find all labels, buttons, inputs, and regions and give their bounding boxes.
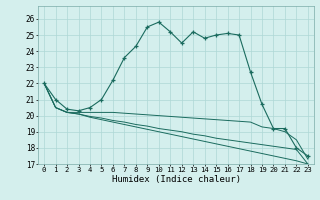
X-axis label: Humidex (Indice chaleur): Humidex (Indice chaleur) (111, 175, 241, 184)
